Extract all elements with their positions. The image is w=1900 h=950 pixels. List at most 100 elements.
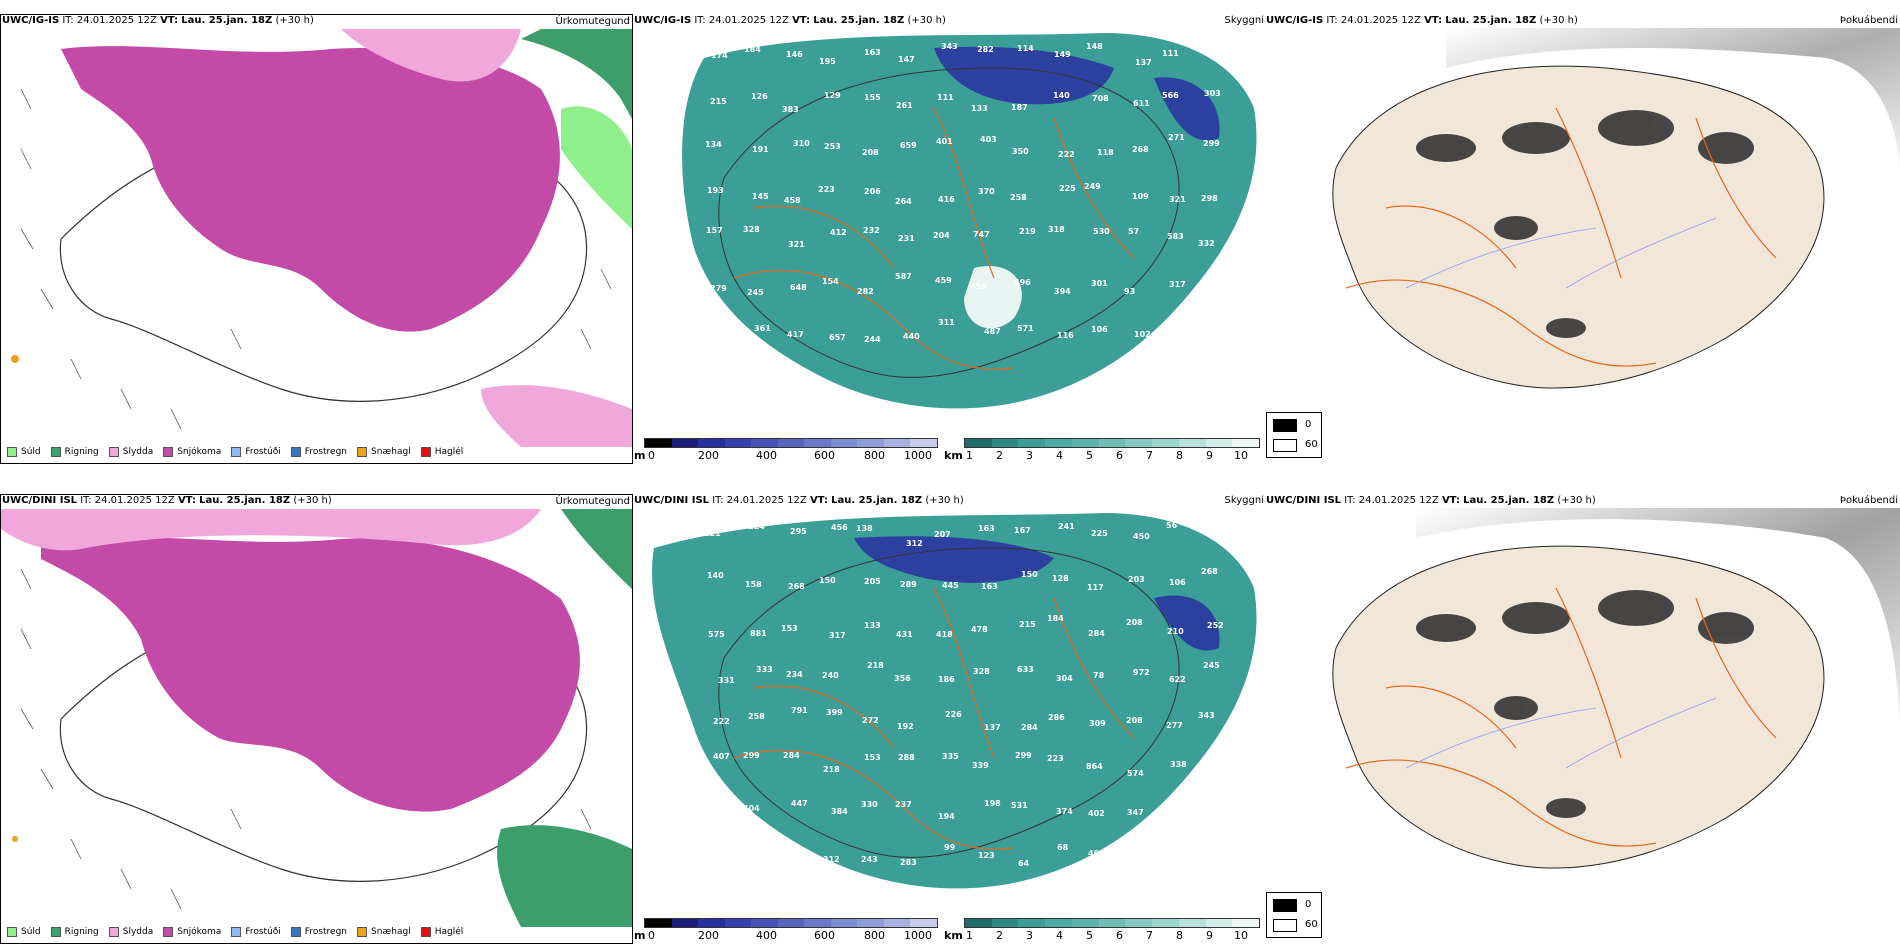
cloud-base-label: 399 xyxy=(826,708,843,717)
colorbar-cell xyxy=(777,919,805,927)
cloud-base-label: 114 xyxy=(1017,44,1034,53)
cloud-base-label: 303 xyxy=(1204,89,1221,98)
cloud-base-label: 198 xyxy=(984,799,1001,808)
visibility-tick: 2 xyxy=(996,929,1003,942)
cloud-base-label: 145 xyxy=(752,192,769,201)
clear-patch xyxy=(964,266,1022,329)
legend-item: Frostregn xyxy=(290,927,347,937)
cloud-base-label: 128 xyxy=(1052,574,1069,583)
cloud-base-label: 244 xyxy=(864,335,881,344)
sleet-area-se xyxy=(481,385,632,447)
cloud-base-label: 332 xyxy=(1198,239,1215,248)
cloud-base-label: 78 xyxy=(1093,671,1105,680)
cloud-base-label: 187 xyxy=(1011,103,1028,112)
cloud-base-label: 208 xyxy=(1126,716,1143,725)
legend-item: Snæhagl xyxy=(357,447,411,457)
cloud-map: 174 184 146 195 163 147 343 282 114 149 148 137 111 1… xyxy=(634,28,1266,433)
cloud-base-label: 328 xyxy=(973,667,990,676)
colorbar-cell xyxy=(1125,919,1153,927)
cloud-base-label: 258 xyxy=(1010,193,1027,202)
header-row-2-cloud: UWC/DINI ISL IT: 24.01.2025 12Z VT: Lau.… xyxy=(634,495,964,506)
ceiling-colorbar-cells xyxy=(644,438,938,448)
cloud-base-label: 223 xyxy=(1047,754,1064,763)
fog-legend-swatch-dark xyxy=(1273,899,1297,912)
cloud-base-label: 154 xyxy=(822,277,839,286)
cloud-base-label: 163 xyxy=(981,582,998,591)
ceiling-unit: m xyxy=(634,929,646,942)
ceiling-tick: 600 xyxy=(814,929,835,942)
ceiling-tick: 0 xyxy=(648,929,655,942)
cloud-base-label: 219 xyxy=(1019,227,1036,236)
visibility-tick: 9 xyxy=(1206,449,1213,462)
cloud-base-label: 106 xyxy=(1091,325,1108,334)
cloud-base-label: 277 xyxy=(1166,721,1183,730)
cloud-base-label: 583 xyxy=(1167,232,1184,241)
ceiling-colorbar: m 0 200 400 600 800 1000 xyxy=(634,438,944,466)
colorbar-cell xyxy=(857,919,884,927)
it-label: IT: xyxy=(62,15,74,26)
cloud-base-label: 566 xyxy=(1162,91,1179,100)
visibility-tick: 2 xyxy=(996,449,1003,462)
cloud-base-label: 321 xyxy=(788,240,805,249)
cloud-base-label: 447 xyxy=(791,799,808,808)
cloud-base-label: 218 xyxy=(867,661,884,670)
colorbar-cell xyxy=(1232,439,1260,447)
cloud-base-label: 252 xyxy=(1207,621,1224,630)
visibility-tick: 4 xyxy=(1056,449,1063,462)
precip-panel-title: Úrkomutegund xyxy=(555,496,630,507)
cloud-base-label: 158 xyxy=(745,580,762,589)
ceiling-unit: m xyxy=(634,449,646,462)
colorbar-cell xyxy=(1018,439,1046,447)
cloud-base-label: 318 xyxy=(1048,225,1065,234)
cloud-base-label: 317 xyxy=(1169,280,1186,289)
ceiling-tick: 0 xyxy=(648,449,655,462)
cloud-base-label: 237 xyxy=(895,800,912,809)
colorbar-cell xyxy=(1045,439,1072,447)
cloud-base-label: 440 xyxy=(903,332,920,341)
cloud-base-label: 218 xyxy=(823,765,840,774)
legend-item: Frostúði xyxy=(231,927,281,937)
roads xyxy=(733,107,1135,370)
cloud-base-label: 191 xyxy=(752,145,769,154)
cloud-base-label: 208 xyxy=(862,148,879,157)
colorbar-cell xyxy=(1045,919,1072,927)
colorbar-cell xyxy=(645,919,672,927)
fog-panel-title: Þokuábendi xyxy=(1839,495,1898,506)
low-cloud-area xyxy=(934,46,1114,105)
cloud-base-label: 77 xyxy=(705,804,716,813)
cloud-base-label: 445 xyxy=(942,581,959,590)
cloud-base-label: 268 xyxy=(1201,567,1218,576)
cloud-base-label: 299 xyxy=(743,751,760,760)
cloud-base-label: 163 xyxy=(978,524,995,533)
precip-type-panel: Úrkomutegund Súld Rigning Slydd xyxy=(0,14,633,464)
vt-value: Lau. 25.jan. 18Z xyxy=(199,495,291,506)
visibility-colorbar: km 1 2 3 4 5 6 7 8 9 10 xyxy=(944,438,1264,466)
precip-legend: Súld Rigning Slydda Snjókoma Frostúði Fr… xyxy=(1,921,463,943)
colorbar-cell xyxy=(991,439,1019,447)
legend-swatch xyxy=(7,927,17,937)
fog-legend-label: 0 xyxy=(1305,899,1312,910)
cloud-base-label: 118 xyxy=(1097,148,1114,157)
cloud-base-label: 179 xyxy=(1211,44,1228,53)
cloud-base-label: 264 xyxy=(895,197,912,206)
cloud-base-label: 972 xyxy=(1133,668,1150,677)
cloud-base-label: 263 xyxy=(1211,764,1228,773)
rain-area xyxy=(561,509,632,589)
legend-swatch xyxy=(50,447,61,457)
cloud-base-label: 134 xyxy=(705,140,722,149)
cloud-base-label: 747 xyxy=(973,230,990,239)
cloud-base-label: 123 xyxy=(978,851,995,860)
cloud-base-label: 206 xyxy=(864,187,881,196)
header-row-2: UWC/DINI ISL IT: 24.01.2025 12Z VT: Lau.… xyxy=(2,494,332,508)
legend-swatch xyxy=(357,447,368,457)
lead-time: (+30 h) xyxy=(275,15,314,26)
cloud-base-label: 487 xyxy=(984,327,1001,336)
cloud-base-label: 881 xyxy=(750,629,767,638)
cloud-base-label: 205 xyxy=(864,577,881,586)
fog-legend-label: 60 xyxy=(1305,439,1318,450)
legend-item: Snæhagl xyxy=(357,927,411,937)
colorbar-cell xyxy=(645,439,672,447)
cloud-base-label: 284 xyxy=(1088,629,1105,638)
colorbar-cell xyxy=(1071,439,1099,447)
cloud-base-label: 412 xyxy=(830,228,847,237)
